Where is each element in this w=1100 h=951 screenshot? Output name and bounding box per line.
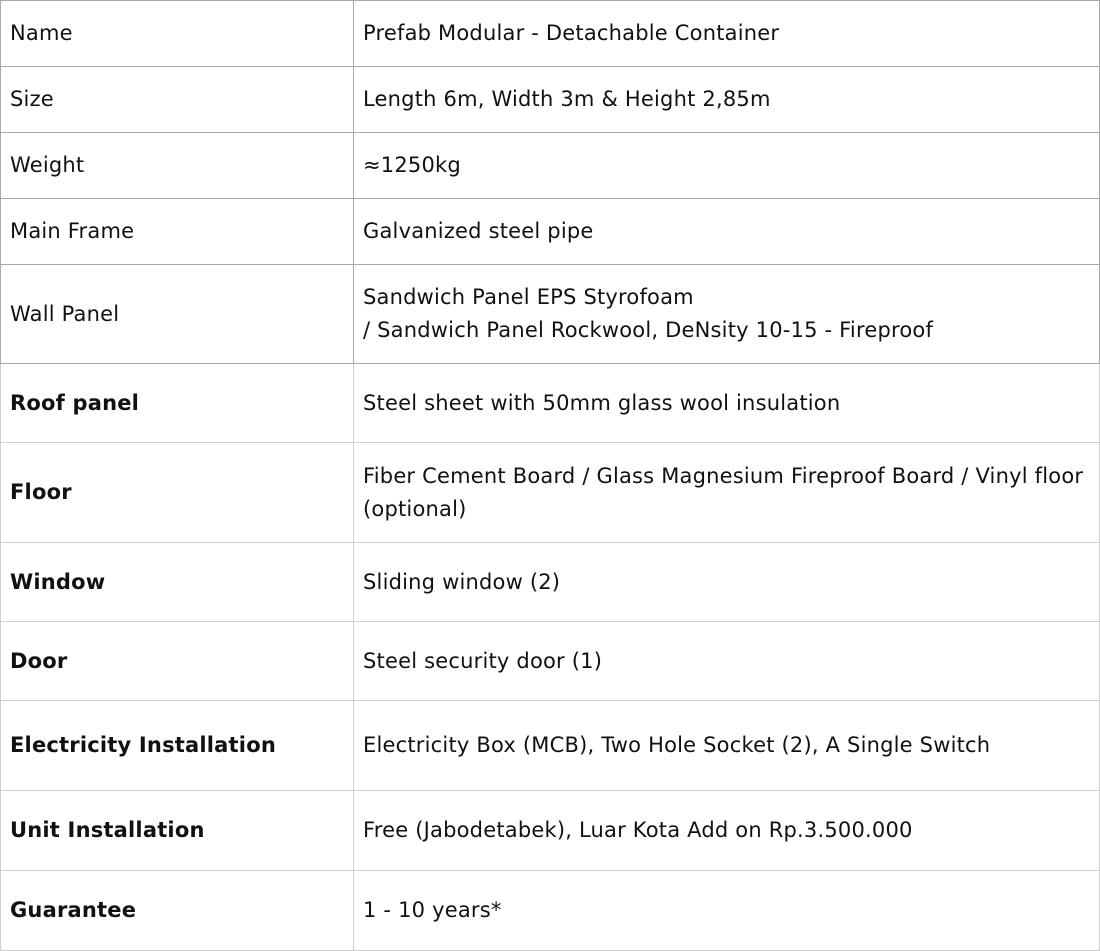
table-row: Roof panel Steel sheet with 50mm glass wo… [0,363,1100,443]
table-row: Wall Panel Sandwich Panel EPS Styrofoam /… [0,264,1100,364]
spec-value: Fiber Cement Board / Glass Magnesium Fir… [353,442,1100,543]
spec-label: Weight [0,132,354,199]
table-row: Door Steel security door (1) [0,621,1100,701]
spec-value: Sliding window (2) [353,542,1100,622]
spec-label: Door [0,621,354,701]
spec-label: Roof panel [0,363,354,443]
spec-label: Guarantee [0,870,354,951]
table-row: Guarantee 1 - 10 years* [0,870,1100,951]
spec-label: Window [0,542,354,622]
spec-value: Steel security door (1) [353,621,1100,701]
table-row: Floor Fiber Cement Board / Glass Magnesiu… [0,442,1100,543]
spec-value: Free (Jabodetabek), Luar Kota Add on Rp.… [353,790,1100,871]
spec-value: Electricity Box (MCB), Two Hole Socket (… [353,700,1100,791]
table-row: Window Sliding window (2) [0,542,1100,622]
spec-value: Length 6m, Width 3m & Height 2,85m [353,66,1100,133]
table-row: Electricity Installation Electricity Box … [0,700,1100,791]
spec-label: Floor [0,442,354,543]
spec-label: Electricity Installation [0,700,354,791]
spec-value: Prefab Modular - Detachable Container [353,0,1100,67]
table-row: Name Prefab Modular - Detachable Containe… [0,0,1100,67]
spec-label: Wall Panel [0,264,354,364]
spec-value: Steel sheet with 50mm glass wool insulat… [353,363,1100,443]
table-row: Weight ≈1250kg [0,132,1100,199]
spec-label: Name [0,0,354,67]
spec-value: ≈1250kg [353,132,1100,199]
table-row: Unit Installation Free (Jabodetabek), Lua… [0,790,1100,871]
spec-label: Unit Installation [0,790,354,871]
spec-value: 1 - 10 years* [353,870,1100,951]
table-row: Main Frame Galvanized steel pipe [0,198,1100,265]
spec-label: Size [0,66,354,133]
spec-value: Galvanized steel pipe [353,198,1100,265]
spec-label: Main Frame [0,198,354,265]
spec-value: Sandwich Panel EPS Styrofoam / Sandwich … [353,264,1100,364]
table-row: Size Length 6m, Width 3m & Height 2,85m [0,66,1100,133]
